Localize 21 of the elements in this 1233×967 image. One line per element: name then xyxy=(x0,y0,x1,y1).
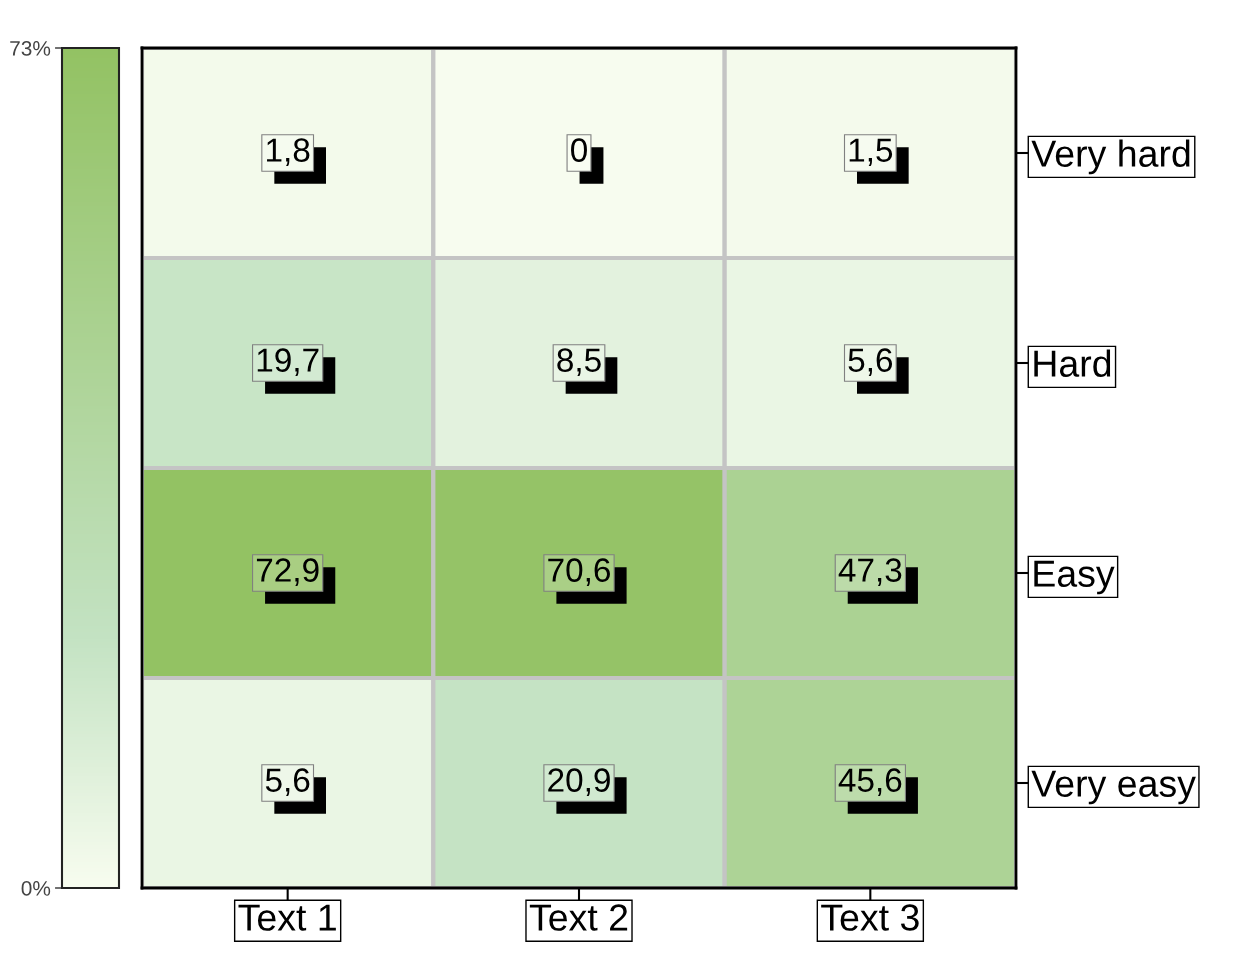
x-tick-label: Text 1 xyxy=(238,904,336,931)
data-label: 47,3 xyxy=(838,558,902,586)
data-label: 1,5 xyxy=(849,138,893,166)
x-tick-label: Text 3 xyxy=(821,904,919,931)
x-tick-label: Text 2 xyxy=(529,904,628,931)
color-bar-label: 0% xyxy=(21,881,51,896)
data-label: 8,5 xyxy=(557,348,601,376)
data-label: 70,6 xyxy=(548,558,610,586)
y-tick-label: Easy xyxy=(1034,560,1115,595)
data-label: 1,8 xyxy=(267,138,310,166)
data-label: 20,9 xyxy=(548,768,610,796)
y-tick-label: Hard xyxy=(1034,349,1111,377)
y-tick-label: Very easy xyxy=(1031,770,1196,805)
color-bar-label: 73% xyxy=(10,41,51,56)
y-tick-label: Very hard xyxy=(1031,139,1190,175)
data-label: 45,6 xyxy=(838,768,902,796)
data-label: 0 xyxy=(571,138,587,162)
data-label: 19,7 xyxy=(257,348,319,376)
data-label: 5,6 xyxy=(848,348,893,376)
data-label: 72,9 xyxy=(256,558,319,586)
data-label: 5,6 xyxy=(265,768,310,796)
